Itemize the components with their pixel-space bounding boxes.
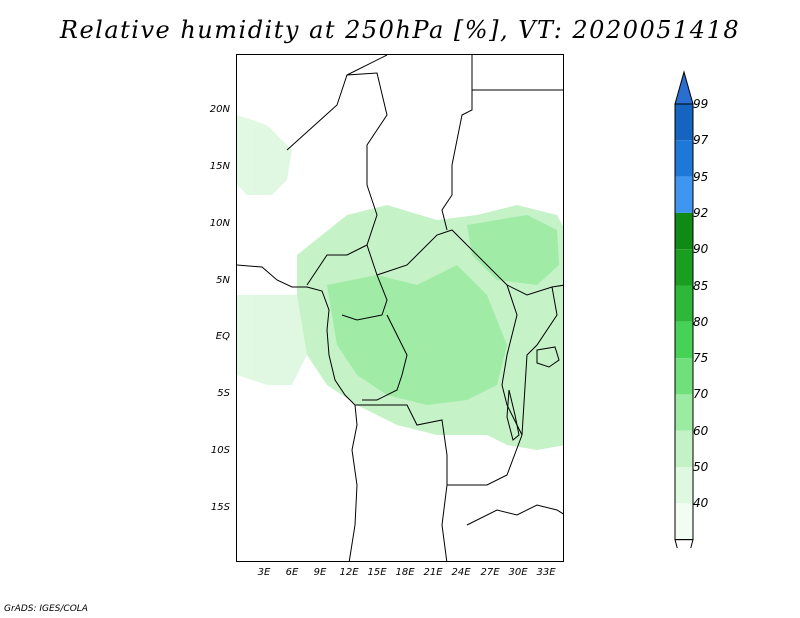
lon-label-24e: 24E bbox=[451, 567, 471, 578]
chart-title: Relative humidity at 250hPa [%], VT: 202… bbox=[59, 16, 741, 44]
colorbar-label-75: 75 bbox=[693, 351, 709, 366]
colorbar-segment-60 bbox=[675, 430, 693, 467]
humidity-shading bbox=[237, 115, 563, 450]
lake-tanganyika bbox=[506, 389, 520, 441]
border-south-1 bbox=[466, 504, 563, 526]
lat-label-5s: 5S bbox=[217, 388, 230, 399]
coastline-west bbox=[237, 264, 358, 561]
lat-label-20n: 20N bbox=[209, 104, 230, 115]
lat-label-5n: 5N bbox=[216, 275, 230, 286]
border-central-2 bbox=[306, 244, 368, 286]
colorbar-segment-40 bbox=[675, 503, 693, 540]
colorbar-label-90: 90 bbox=[693, 242, 709, 257]
colorbar-label-99: 99 bbox=[693, 97, 709, 111]
colorbar-segment-80 bbox=[675, 321, 693, 359]
colorbar-label-60: 60 bbox=[693, 423, 709, 438]
colorbar-segment-92 bbox=[675, 212, 693, 250]
lat-label-10n: 10N bbox=[209, 218, 230, 229]
colorbar-segment-99 bbox=[675, 104, 693, 141]
lat-label-10s: 10S bbox=[210, 445, 230, 456]
footer-credit: GrADS: IGES/COLA bbox=[4, 604, 88, 614]
lon-label-21e: 21E bbox=[423, 567, 443, 578]
colorbar bbox=[674, 70, 694, 548]
border-east-1 bbox=[521, 286, 558, 436]
rh-field-core bbox=[327, 265, 507, 405]
colorbar-segment-85 bbox=[675, 285, 693, 322]
map-panel bbox=[236, 54, 564, 562]
lake-victoria bbox=[536, 346, 560, 368]
colorbar-top-arrow bbox=[674, 70, 694, 105]
colorbar-outline bbox=[674, 103, 694, 541]
border-east-2 bbox=[441, 55, 473, 231]
colorbar-segment-70 bbox=[675, 394, 693, 431]
lon-label-9e: 9E bbox=[313, 567, 327, 578]
lon-label-12e: 12E bbox=[339, 567, 359, 578]
humidity-map bbox=[237, 55, 563, 561]
colorbar-segment-50 bbox=[675, 467, 693, 504]
lon-label-30e: 30E bbox=[508, 567, 528, 578]
colorbar-segment-90 bbox=[675, 249, 693, 286]
colorbar-segment-97 bbox=[675, 140, 693, 177]
colorbar-label-92: 92 bbox=[693, 205, 709, 220]
border-congo bbox=[362, 314, 408, 401]
border-central-3 bbox=[341, 274, 388, 321]
colorbar-segment-95 bbox=[675, 176, 693, 213]
colorbar-label-40: 40 bbox=[693, 496, 709, 511]
colorbar-label-95: 95 bbox=[693, 169, 709, 184]
rh-field-northwest bbox=[237, 115, 292, 195]
border-north-2 bbox=[346, 55, 388, 76]
border-zambia bbox=[447, 434, 523, 486]
colorbar-bottom-arrow bbox=[674, 539, 694, 548]
colorbar-label-97: 97 bbox=[693, 133, 709, 148]
colorbar-label-50: 50 bbox=[693, 460, 709, 474]
lon-label-6e: 6E bbox=[285, 567, 299, 578]
lon-label-3e: 3E bbox=[257, 567, 271, 578]
lat-label-15n: 15N bbox=[209, 161, 230, 172]
lon-label-15e: 15E bbox=[367, 567, 387, 578]
colorbar-label-85: 85 bbox=[693, 278, 709, 293]
colorbar-label-70: 70 bbox=[693, 387, 709, 402]
lon-label-33e: 33E bbox=[536, 567, 556, 578]
colorbar-label-80: 80 bbox=[693, 314, 709, 329]
lon-label-27e: 27E bbox=[480, 567, 500, 578]
border-angola bbox=[355, 404, 448, 561]
colorbar-segment-75 bbox=[675, 358, 693, 395]
lat-label-eq: EQ bbox=[215, 331, 230, 342]
rh-field-west-coast bbox=[237, 295, 307, 385]
country-borders bbox=[237, 55, 563, 561]
lon-label-18e: 18E bbox=[395, 567, 415, 578]
lat-label-15s: 15S bbox=[210, 502, 230, 513]
border-north-1 bbox=[286, 72, 388, 185]
